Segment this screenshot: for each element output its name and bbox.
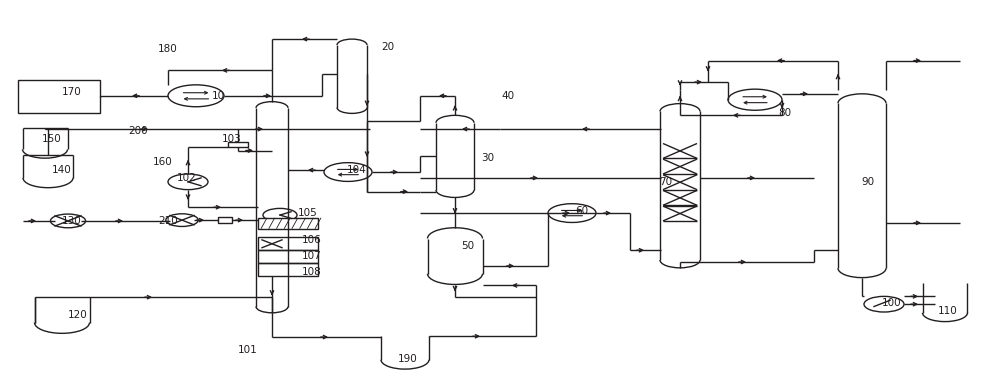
Text: 105: 105 [298,208,318,218]
Text: 110: 110 [938,306,958,316]
Text: 101: 101 [238,345,258,355]
Text: 50: 50 [461,241,475,251]
Text: 90: 90 [861,177,875,187]
Text: 180: 180 [158,44,178,54]
Text: 200: 200 [128,126,148,136]
Text: 120: 120 [68,310,88,320]
Text: 130: 130 [62,216,82,226]
Bar [258,250,318,263]
Text: 170: 170 [62,87,82,97]
Bar [258,237,318,250]
Text: 140: 140 [52,165,72,175]
Text: 160: 160 [153,157,173,167]
Text: 80: 80 [778,108,792,118]
Text: 107: 107 [302,251,322,261]
Text: 20: 20 [381,42,395,52]
Text: 106: 106 [302,235,322,246]
Bar [258,218,318,229]
Text: 40: 40 [501,91,515,101]
Text: 30: 30 [481,153,495,163]
Text: 103: 103 [222,134,242,144]
Text: 104: 104 [347,165,367,175]
Bar [258,263,318,276]
Bar [228,142,248,147]
Text: 150: 150 [42,134,62,144]
Text: 60: 60 [575,206,589,216]
Bar [218,217,232,223]
Text: 210: 210 [158,216,178,226]
Text: 190: 190 [398,354,418,364]
Text: 10: 10 [211,91,225,101]
Text: 108: 108 [302,267,322,277]
Bar [18,80,100,113]
Text: 100: 100 [882,298,902,308]
Text: 70: 70 [659,177,673,187]
Text: 102: 102 [177,173,197,183]
